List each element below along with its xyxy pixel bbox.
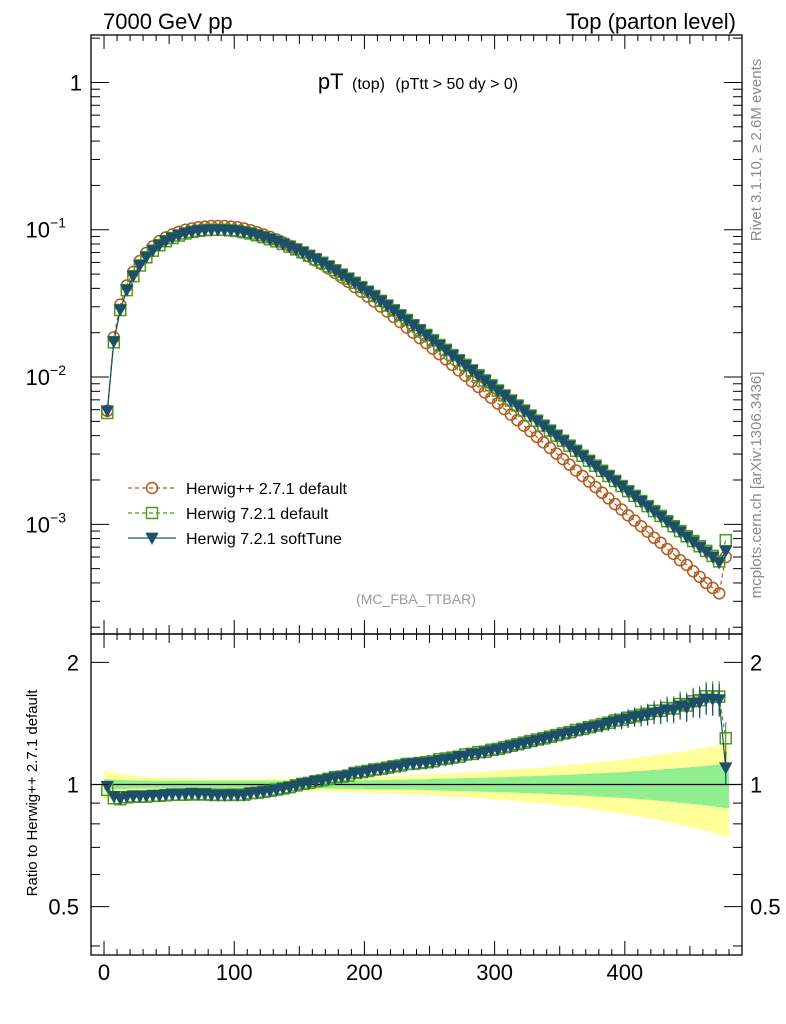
ratio-point-herwig-7-2-1-softtune [693, 697, 707, 710]
point-herwig-7-2-1-default [719, 533, 732, 547]
ratio-point-herwig-7-2-1-default [719, 732, 732, 745]
main-plot: 1 10−1 10−2 10−3 pT (top) (pTtt > 50 dy > 0… [26, 34, 743, 635]
ratio-y-tick-label-left: 1 [67, 773, 79, 798]
ratio-y-tick-label-right: 1 [750, 773, 762, 798]
ratio-y-tick-label-right: 0.5 [750, 895, 781, 920]
point-herwig-7-2-1-softtune [712, 557, 726, 570]
legend-marker [145, 532, 159, 545]
point-herwig-2-7-1-default [680, 558, 693, 572]
ratio-y-tick-label-right: 2 [750, 650, 762, 675]
point-herwig-2-7-1-default [712, 587, 726, 600]
ratio-y-tick-label-left: 0.5 [48, 895, 79, 920]
point-herwig-7-2-1-softtune [719, 545, 733, 558]
ratio-point-herwig-7-2-1-softtune [712, 694, 726, 707]
header-right: Top (parton level) [566, 9, 736, 34]
ratio-series-herwig-7-2-1-softtune [100, 684, 733, 806]
legend-entry: Herwig++ 2.7.1 default [128, 481, 348, 498]
x-tick-label: 0 [98, 960, 110, 985]
ratio-point-herwig-7-2-1-softtune [666, 704, 681, 718]
ratio-plot: 0.5 0.5 1 1 2 2 0 100 200 300 400 Ratio to Herwig+… [24, 633, 781, 985]
point-herwig-7-2-1-softtune [133, 259, 147, 273]
rivet-label: Rivet 3.1.10, ≥ 2.6M events [748, 59, 765, 242]
point-herwig-7-2-1-softtune [139, 251, 154, 264]
y-tick-label: 10−3 [26, 509, 67, 537]
ratio-band-inner [104, 763, 729, 808]
title-main: pT [318, 69, 344, 94]
ratio-band-outer [104, 744, 729, 837]
point-herwig-7-2-1-softtune [120, 284, 134, 297]
point-herwig-7-2-1-softtune [107, 336, 121, 349]
point-herwig-7-2-1-softtune [100, 405, 114, 418]
point-herwig-2-7-1-default [654, 536, 667, 549]
title-cut: (pTtt > 50 dy > 0) [395, 76, 518, 93]
watermark: (MC_FBA_TTBAR) [356, 591, 476, 607]
point-herwig-7-2-1-softtune [146, 245, 160, 258]
point-herwig-2-7-1-default [602, 492, 615, 505]
point-herwig-7-2-1-softtune [159, 235, 173, 248]
ratio-point-herwig-7-2-1-softtune [341, 770, 355, 783]
legend-marker [145, 481, 159, 495]
plot-title: pT (top) (pTtt > 50 dy > 0) [318, 69, 518, 94]
ratio-point-herwig-7-2-1-softtune [719, 762, 733, 775]
ratio-ylabel: Ratio to Herwig++ 2.7.1 default [24, 689, 41, 897]
legend-label: Herwig 7.2.1 softTune [186, 531, 342, 548]
series-line-herwig-2-7-1-default [106, 225, 727, 595]
ratio-y-tick-label-left: 2 [67, 650, 79, 675]
legend: Herwig++ 2.7.1 default Herwig 7.2.1 defau… [128, 481, 348, 548]
title-sub: (top) [352, 76, 385, 93]
header-left: 7000 GeV pp [103, 9, 233, 34]
legend-entry: Herwig 7.2.1 default [128, 506, 329, 523]
mcplots-label: mcplots.cern.ch [arXiv:1306.3436] [748, 372, 765, 599]
ratio-point-herwig-7-2-1-softtune [679, 702, 694, 715]
point-herwig-2-7-1-default [667, 547, 680, 561]
legend-marker [145, 506, 159, 520]
x-tick-label: 300 [476, 960, 513, 985]
point-herwig-7-2-1-softtune [113, 304, 127, 317]
y-tick-label: 10−2 [26, 362, 67, 390]
y-tick-label: 1 [70, 70, 82, 95]
x-tick-label: 400 [606, 960, 643, 985]
x-tick-label: 200 [346, 960, 383, 985]
point-herwig-7-2-1-softtune [152, 239, 167, 252]
series-herwig-7-2-1-softtune [100, 224, 733, 570]
y-tick-label: 10−1 [26, 215, 67, 243]
point-herwig-7-2-1-softtune [126, 270, 140, 283]
legend-label: Herwig 7.2.1 default [186, 506, 329, 523]
legend-entry: Herwig 7.2.1 softTune [128, 531, 342, 548]
legend-label: Herwig++ 2.7.1 default [186, 481, 348, 498]
x-tick-label: 100 [216, 960, 253, 985]
